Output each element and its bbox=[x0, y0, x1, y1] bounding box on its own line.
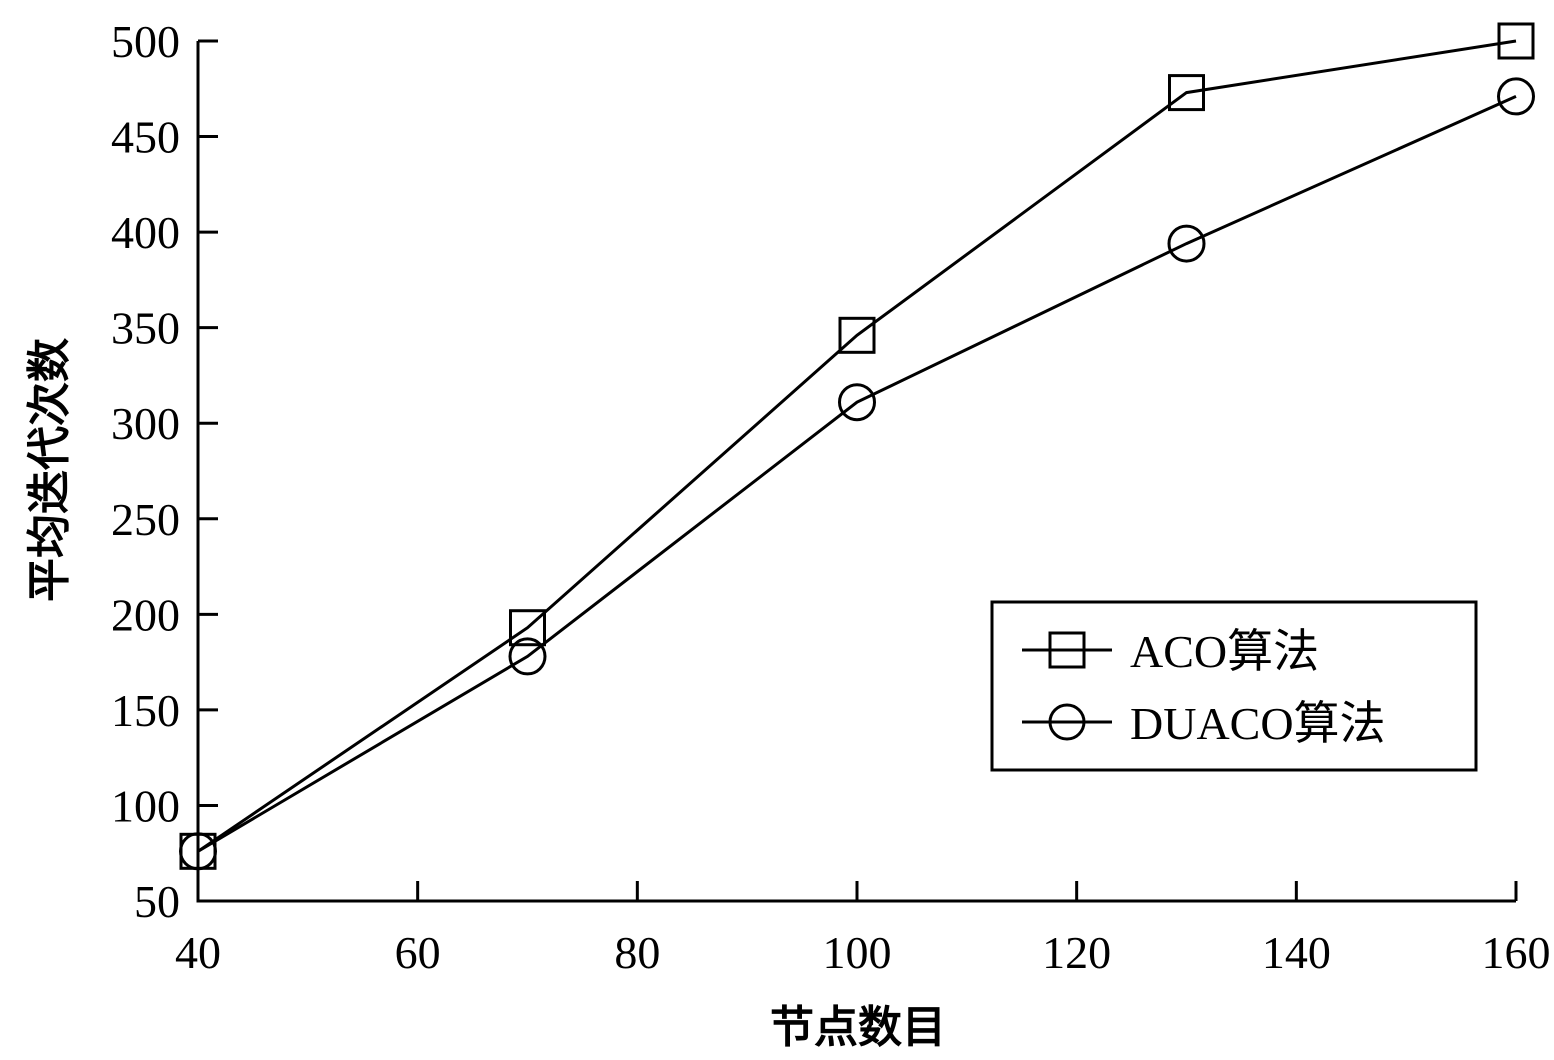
legend-label: ACO算法 bbox=[1130, 626, 1319, 677]
x-tick-label: 80 bbox=[614, 927, 660, 978]
y-tick-label: 50 bbox=[134, 876, 180, 927]
data-point bbox=[838, 316, 876, 354]
y-axis-label: 平均迭代次数 bbox=[24, 338, 75, 602]
x-tick-label: 60 bbox=[395, 927, 441, 978]
x-tick-label: 100 bbox=[823, 927, 892, 978]
x-tick-label: 140 bbox=[1262, 927, 1331, 978]
series-duaco bbox=[179, 77, 1535, 871]
x-tick-label: 40 bbox=[175, 927, 221, 978]
y-tick-label: 300 bbox=[111, 398, 180, 449]
legend-item: ACO算法 bbox=[1022, 626, 1319, 677]
legend-item: DUACO算法 bbox=[1022, 698, 1386, 749]
data-point bbox=[1167, 224, 1206, 263]
y-tick-label: 450 bbox=[111, 112, 180, 163]
x-tick-label: 120 bbox=[1042, 927, 1111, 978]
y-axis-ticks: 50 100 150 200 250 300 350 400 450 500 bbox=[111, 16, 218, 927]
y-tick-label: 500 bbox=[111, 16, 180, 67]
data-point bbox=[1497, 77, 1535, 116]
series-line bbox=[197, 95, 1517, 853]
legend: ACO算法 DUACO算法 bbox=[990, 600, 1478, 772]
data-point bbox=[508, 637, 547, 676]
series-line bbox=[197, 39, 1517, 853]
legend-marker bbox=[1048, 631, 1086, 669]
legend-marker bbox=[1048, 703, 1086, 741]
x-axis-ticks: 40 60 80 100 120 140 160 bbox=[175, 881, 1551, 978]
data-point bbox=[838, 383, 876, 422]
x-axis-label: 节点数目 bbox=[770, 1002, 946, 1053]
y-tick-label: 250 bbox=[111, 494, 180, 545]
y-tick-label: 350 bbox=[111, 303, 180, 354]
y-tick-label: 400 bbox=[111, 207, 180, 258]
data-point bbox=[1497, 22, 1535, 60]
x-tick-label: 160 bbox=[1482, 927, 1551, 978]
y-tick-label: 100 bbox=[111, 780, 180, 831]
series-layer bbox=[179, 22, 1535, 871]
y-tick-label: 200 bbox=[111, 589, 180, 640]
data-point bbox=[509, 609, 546, 647]
axes bbox=[196, 41, 1516, 903]
y-tick-label: 150 bbox=[111, 685, 180, 736]
data-point bbox=[1168, 74, 1205, 112]
data-point bbox=[179, 832, 217, 871]
legend-label: DUACO算法 bbox=[1130, 698, 1386, 749]
legend-box bbox=[990, 600, 1478, 772]
